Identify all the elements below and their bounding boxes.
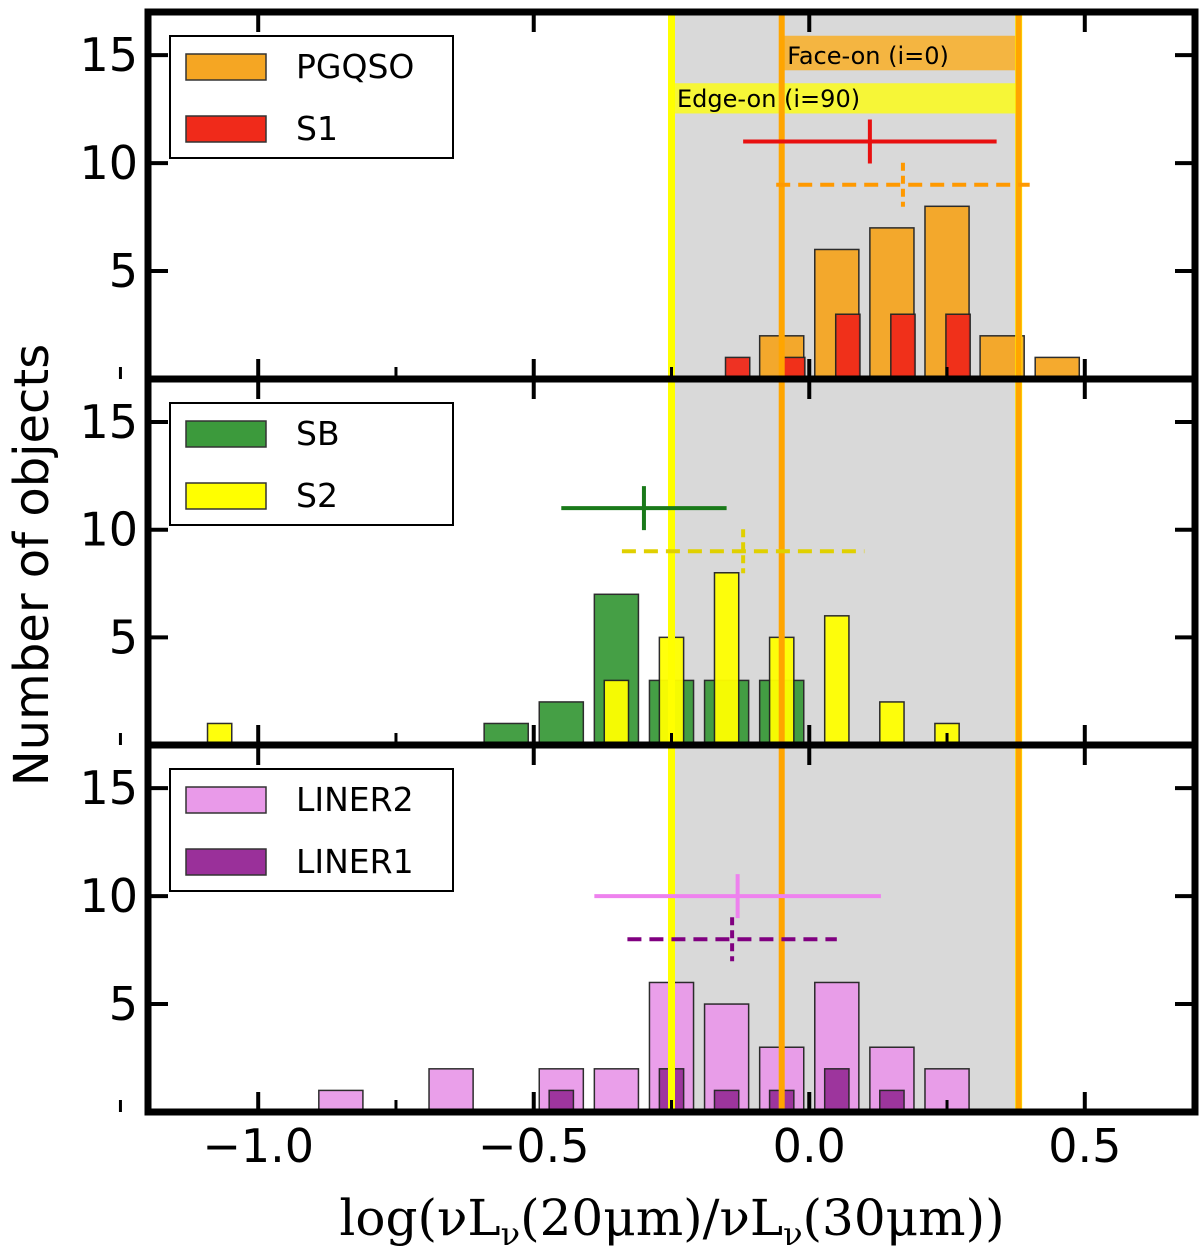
face-on-band <box>781 35 1019 71</box>
face-on-label: Face-on (i=0) <box>787 42 949 70</box>
y-tick-label: 15 <box>79 761 138 815</box>
y-tick-label: 10 <box>79 869 138 923</box>
x-tick-label: −0.5 <box>478 1119 590 1173</box>
panel-bottom: 5 10 15 LINER2 LINER1 <box>79 741 1199 1116</box>
legend-label-liner1: LINER1 <box>296 842 414 881</box>
legend-label-s2: S2 <box>296 476 338 515</box>
legend-middle: SB S2 <box>169 402 454 526</box>
bar-liner1 <box>823 1068 850 1113</box>
x-tick-label: −1.0 <box>202 1119 314 1173</box>
y-tick-label: 5 <box>109 244 138 298</box>
legend-top: PGQSO S1 <box>169 35 454 159</box>
legend-swatch-sb <box>185 420 267 448</box>
x-axis-label-lead: log(νL <box>339 1189 500 1247</box>
y-tick-label: 15 <box>79 28 138 82</box>
bar-s2 <box>879 701 905 746</box>
legend-label-liner2: LINER2 <box>296 780 414 819</box>
legend-label-sb: SB <box>296 414 340 453</box>
legend-swatch-s2 <box>185 482 267 510</box>
legend-bottom: LINER2 LINER1 <box>169 768 454 892</box>
edge-on-label: Edge-on (i=90) <box>677 85 860 113</box>
x-axis-label: log(νLν(20μm)/νLν(30μm)) <box>339 1189 1004 1253</box>
panel-middle: 5 10 15 SB S2 <box>79 375 1199 749</box>
edge-on-band <box>671 83 1019 114</box>
legend-swatch-s1 <box>185 115 267 143</box>
x-axis-label-sub2: ν <box>783 1215 802 1253</box>
bar-s2 <box>823 615 850 746</box>
panel-top: Face-on (i=0) Edge-on (i=90) 5 10 15 PGQSO S1 <box>79 8 1199 383</box>
x-tick-label: 0.5 <box>1048 1119 1121 1173</box>
legend-swatch-pgqso <box>185 53 267 81</box>
x-axis-label-mid: (20μm)/νL <box>520 1189 783 1247</box>
bar-s2 <box>713 572 740 746</box>
legend-label-s1: S1 <box>296 109 338 148</box>
x-axis-label-sub: ν <box>501 1215 520 1253</box>
y-tick-label: 10 <box>79 503 138 557</box>
y-tick-label: 10 <box>79 136 138 190</box>
y-tick-label: 5 <box>109 977 138 1031</box>
bar-s1 <box>945 313 971 380</box>
legend-swatch-liner1 <box>185 848 267 876</box>
x-axis-label-tail: (30μm)) <box>803 1189 1005 1247</box>
bar-liner2 <box>593 1068 640 1113</box>
bar-s1 <box>834 313 861 380</box>
x-tick-label: 0.0 <box>773 1119 846 1173</box>
y-tick-label: 15 <box>79 395 138 449</box>
panels: Face-on (i=0) Edge-on (i=90) 5 10 15 PGQSO S1 5… <box>79 8 1199 1173</box>
legend-label-pgqso: PGQSO <box>296 47 414 86</box>
bar-liner2 <box>428 1068 474 1113</box>
bar-s1 <box>890 313 916 380</box>
bar-sb <box>538 701 585 746</box>
legend-swatch-liner2 <box>185 786 267 814</box>
y-axis-label: Number of objects <box>4 344 60 787</box>
y-tick-label: 5 <box>109 610 138 664</box>
bar-s2 <box>603 679 630 746</box>
